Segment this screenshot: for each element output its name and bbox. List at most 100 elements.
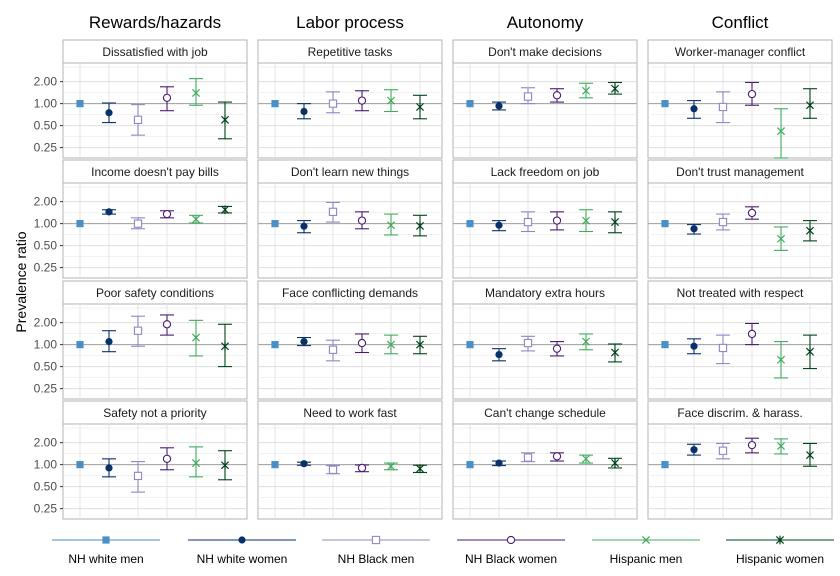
- data-point: [326, 91, 340, 114]
- point-marker: [220, 341, 230, 351]
- panel-title: Mandatory extra hours: [485, 286, 605, 300]
- point-marker: [690, 225, 698, 233]
- point-marker: [271, 100, 279, 108]
- point-marker: [641, 535, 651, 545]
- data-point: [131, 461, 145, 493]
- data-point: [466, 461, 474, 469]
- data-point: [492, 348, 506, 362]
- plot-area: [62, 182, 248, 279]
- point-marker: [271, 341, 279, 349]
- point-marker: [506, 535, 516, 545]
- data-point: [466, 220, 474, 228]
- point-marker: [495, 102, 503, 110]
- point-marker: [102, 536, 110, 544]
- point-marker: [105, 337, 113, 346]
- data-point: [687, 443, 701, 456]
- point-marker: [415, 340, 425, 350]
- data-point: [131, 104, 145, 136]
- point-marker: [415, 464, 425, 474]
- point-marker: [661, 100, 669, 108]
- point-marker: [105, 208, 113, 216]
- panel: Not treated with respect: [647, 280, 833, 400]
- point-marker: [690, 342, 698, 350]
- point-marker: [105, 464, 113, 472]
- data-point: [413, 94, 427, 120]
- point-marker: [238, 536, 246, 544]
- data-point: [189, 319, 203, 357]
- point-marker: [76, 100, 84, 108]
- y-axis-title: Prevalence ratio: [13, 231, 29, 332]
- data-point: [384, 89, 398, 113]
- data-point: [521, 87, 535, 105]
- point-marker: [610, 458, 620, 468]
- plot-area: [452, 423, 638, 520]
- point-marker: [162, 93, 172, 102]
- point-marker: [581, 216, 591, 225]
- y-tick-label: 0.50: [34, 119, 58, 133]
- point-marker: [610, 348, 620, 357]
- data-point: [297, 460, 311, 468]
- y-tick-label: 2.00: [34, 436, 58, 450]
- y-tick-label: 1.00: [34, 217, 58, 231]
- data-point: [355, 90, 369, 112]
- point-marker: [805, 450, 815, 460]
- data-point: [745, 81, 759, 106]
- data-point: [745, 437, 759, 454]
- data-point: [608, 343, 622, 363]
- point-marker: [220, 115, 230, 125]
- data-point: [326, 201, 340, 223]
- panel: Repetitive tasks: [257, 39, 443, 159]
- data-point: [297, 103, 311, 120]
- data-point: [189, 78, 203, 106]
- y-tick-label: 0.25: [34, 502, 58, 516]
- panel: Worker-manager conflict: [647, 39, 833, 159]
- data-point: [189, 214, 203, 224]
- data-point: [76, 100, 84, 108]
- panel: Face conflicting demands: [257, 280, 443, 400]
- legend: NH white men NH white women NH Black men NH…: [52, 535, 834, 566]
- panel-title: Poor safety conditions: [96, 286, 214, 300]
- point-marker: [776, 234, 786, 243]
- legend-item: Hispanic women: [726, 535, 834, 566]
- point-marker: [328, 465, 338, 474]
- point-marker: [718, 343, 728, 353]
- panel-title: Face discrim. & harass.: [677, 406, 802, 420]
- point-marker: [718, 217, 728, 227]
- point-marker: [357, 216, 367, 225]
- data-point: [160, 447, 174, 471]
- legend-item: NH white men: [52, 536, 160, 566]
- point-marker: [466, 100, 474, 108]
- point-marker: [690, 446, 698, 454]
- data-point: [102, 102, 116, 124]
- legend-item: NH Black men: [322, 535, 430, 566]
- plot-area: [257, 303, 443, 400]
- point-marker: [162, 454, 172, 463]
- point-marker: [495, 351, 503, 359]
- data-point: [521, 335, 535, 352]
- panel: Face discrim. & harass.: [647, 400, 833, 520]
- data-point: [521, 452, 535, 463]
- point-marker: [415, 221, 425, 231]
- panel-title: Don't trust management: [676, 165, 804, 179]
- data-point: [687, 338, 701, 355]
- plot-area: [647, 182, 833, 279]
- point-marker: [220, 205, 230, 215]
- data-point: [661, 100, 669, 108]
- point-marker: [133, 219, 143, 228]
- point-marker: [690, 105, 698, 113]
- data-point: [160, 86, 174, 112]
- point-marker: [805, 226, 815, 236]
- panel: Lack freedom on job: [452, 159, 638, 279]
- data-point: [608, 81, 622, 95]
- panel-title: Don't learn new things: [291, 165, 409, 179]
- point-marker: [271, 220, 279, 228]
- point-marker: [581, 86, 591, 95]
- point-marker: [747, 440, 757, 450]
- data-point: [716, 91, 730, 124]
- data-point: [271, 461, 279, 469]
- point-marker: [466, 341, 474, 349]
- data-point: [413, 335, 427, 355]
- point-marker: [610, 84, 620, 94]
- data-point: [492, 220, 506, 232]
- y-tick-label: 1.00: [34, 458, 58, 472]
